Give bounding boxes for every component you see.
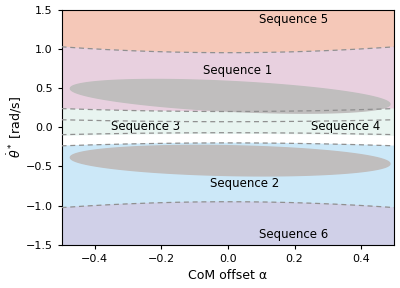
Text: Stable: Stable [242,93,280,106]
Text: Sequence 6: Sequence 6 [259,228,328,241]
Text: Sequence 4: Sequence 4 [311,120,380,133]
X-axis label: CoM offset α: CoM offset α [188,270,268,283]
Y-axis label: $\dot{\theta}^*$ [rad/s]: $\dot{\theta}^*$ [rad/s] [6,96,24,158]
Text: Stable: Stable [242,151,280,164]
Text: Sequence 3: Sequence 3 [112,120,180,133]
Text: Sequence 1: Sequence 1 [203,64,272,77]
Text: Sequence 5: Sequence 5 [259,13,328,26]
Text: Sequence 2: Sequence 2 [210,177,279,190]
